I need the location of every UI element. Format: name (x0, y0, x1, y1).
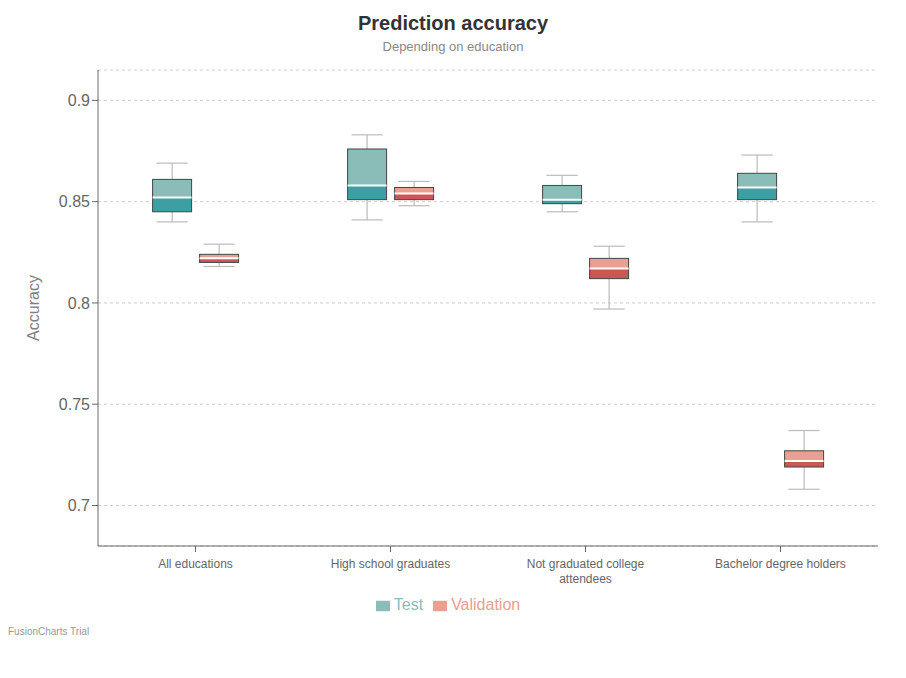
html-text:Prediction accuracy: Prediction accuracy (358, 12, 548, 34)
svg-text:0.9: 0.9 (68, 92, 90, 109)
svg-text:0.85: 0.85 (59, 193, 90, 210)
html-text:Validation: Validation (451, 596, 521, 613)
html-text:Depending on education: Depending on education (382, 39, 524, 54)
svg-text:0.7: 0.7 (68, 497, 90, 514)
svg-text:High school graduates: High school graduates (331, 557, 450, 571)
svg-text:0.8: 0.8 (68, 295, 90, 312)
svg-text:Bachelor degree holders: Bachelor degree holders (715, 557, 846, 571)
svg-text:Not graduated collegeattendees: Not graduated collegeattendees (527, 557, 645, 586)
html-text:FusionCharts Trial: FusionCharts Trial (8, 626, 90, 637)
svg-text:Accuracy: Accuracy (25, 275, 42, 341)
svg-text:0.75: 0.75 (59, 396, 90, 413)
html-text:Test: Test (393, 596, 424, 613)
svg-text:All educations: All educations (158, 557, 233, 571)
